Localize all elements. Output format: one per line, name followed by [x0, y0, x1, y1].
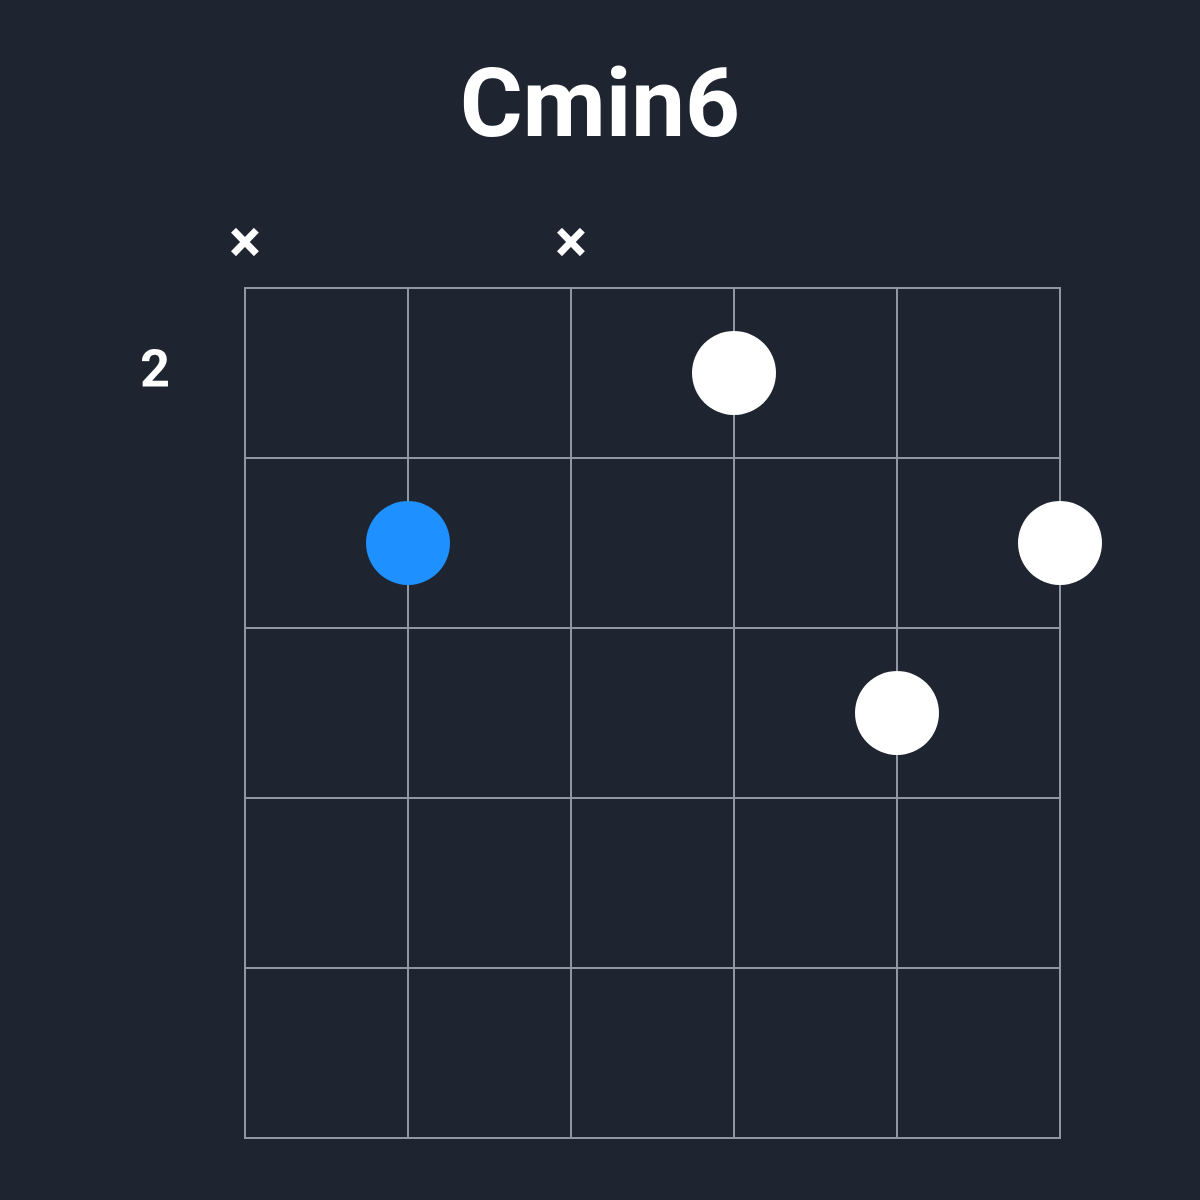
mute-marker: × — [555, 206, 587, 277]
fretboard-svg-container: 2 × × — [0, 0, 1200, 1200]
root-note-dot — [366, 501, 450, 585]
note-dot — [692, 331, 776, 415]
starting-fret-label: 2 — [140, 339, 170, 400]
note-dot — [1018, 501, 1102, 585]
mute-marker: × — [229, 206, 261, 277]
note-dot — [855, 671, 939, 755]
fretboard-svg: 2 × × — [0, 0, 1200, 1200]
chord-diagram: Cmin6 2×× — [0, 0, 1200, 1200]
